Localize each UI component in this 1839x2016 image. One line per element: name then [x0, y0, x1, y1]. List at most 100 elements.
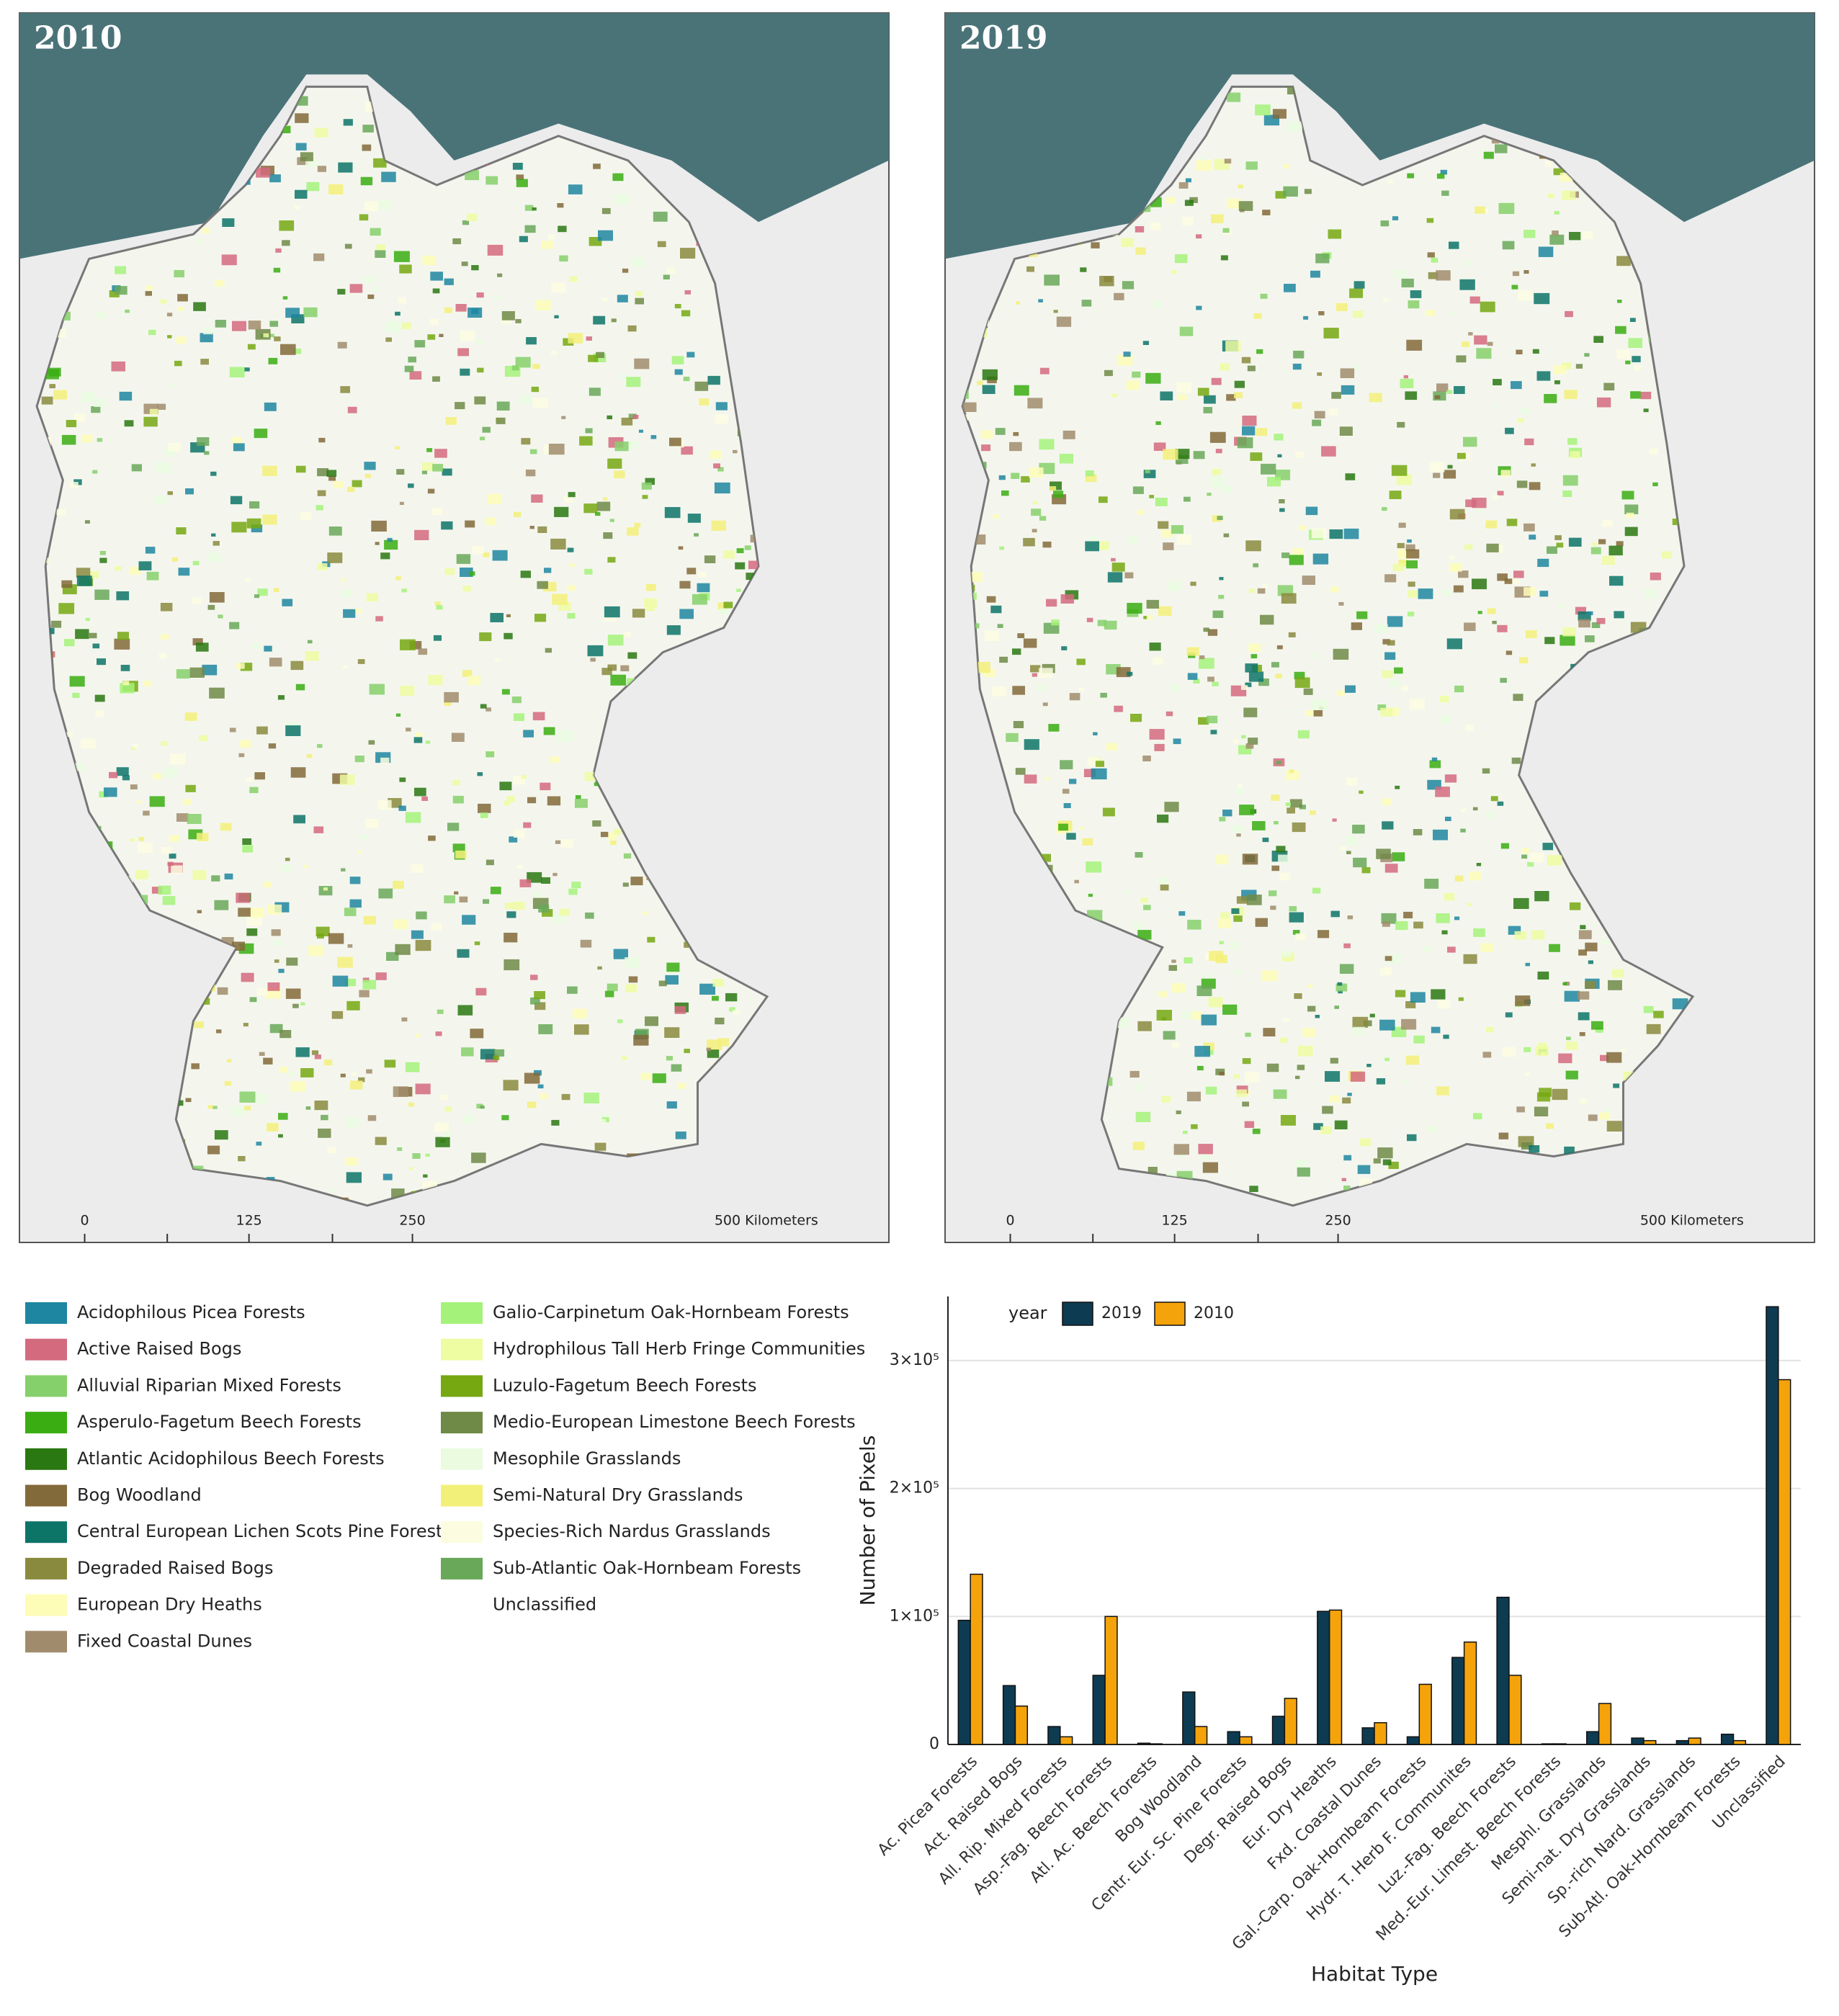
habitat-patch: [613, 949, 628, 959]
habitat-patch: [1248, 738, 1258, 745]
habitat-patch: [1165, 197, 1176, 204]
habitat-patch: [583, 503, 598, 514]
habitat-patch: [652, 1073, 666, 1083]
legend-swatch: [1154, 1302, 1186, 1326]
habitat-patch: [61, 434, 76, 445]
habitat-patch: [1604, 1108, 1611, 1113]
habitat-patch: [1056, 316, 1072, 327]
habitat-patch: [1142, 341, 1149, 345]
habitat-patch: [607, 635, 624, 646]
habitat-patch: [214, 900, 229, 910]
habitat-patch: [1558, 1053, 1572, 1064]
habitat-patch: [1078, 688, 1084, 691]
habitat-patch: [1260, 614, 1274, 625]
habitat-patch: [1340, 846, 1346, 851]
habitat-patch: [1562, 490, 1572, 497]
bar: [1643, 1739, 1657, 1745]
habitat-patch: [114, 638, 130, 650]
habitat-patch: [614, 442, 629, 452]
habitat-patch: [445, 417, 457, 425]
habitat-patch: [1338, 990, 1343, 994]
habitat-patch: [1331, 392, 1341, 399]
habitat-patch: [596, 501, 611, 511]
habitat-patch: [1132, 1142, 1145, 1150]
habitat-patch: [493, 1049, 505, 1057]
habitat-patch: [262, 514, 277, 525]
habitat-patch: [1418, 588, 1433, 599]
habitat-patch: [347, 944, 353, 948]
habitat-patch: [1527, 861, 1534, 867]
habitat-patch: [1516, 1106, 1525, 1113]
habitat-patch: [1606, 1052, 1622, 1063]
habitat-patch: [547, 796, 561, 806]
habitat-patch: [426, 448, 433, 452]
habitat-patch: [279, 1067, 288, 1073]
habitat-patch: [684, 290, 691, 295]
habitat-patch: [634, 522, 641, 528]
habitat-patch: [1349, 288, 1364, 298]
habitat-patch: [1341, 1178, 1346, 1181]
habitat-patch: [641, 482, 652, 490]
bar: [1586, 1731, 1600, 1745]
habitat-patch: [1383, 298, 1389, 303]
habitat-patch: [1472, 578, 1487, 590]
habitat-patch: [357, 851, 362, 854]
habitat-patch: [1268, 890, 1277, 897]
habitat-patch: [1427, 252, 1435, 258]
habitat-patch: [686, 568, 697, 575]
habitat-patch: [94, 398, 106, 407]
habitat-patch: [324, 1059, 333, 1066]
habitat-patch: [1218, 594, 1225, 599]
habitat-patch: [280, 864, 292, 873]
habitat-patch: [1241, 735, 1246, 739]
habitat-patch: [625, 957, 640, 969]
habitat-patch: [1104, 369, 1113, 377]
habitat-patch: [524, 1072, 540, 1084]
habitat-patch: [246, 777, 254, 782]
habitat-patch: [640, 1072, 651, 1080]
habitat-patch: [1521, 1142, 1532, 1150]
habitat-patch: [1449, 563, 1462, 572]
habitat-patch: [501, 689, 510, 695]
habitat-patch: [1343, 1155, 1352, 1161]
habitat-patch: [278, 1134, 283, 1138]
habitat-patch: [497, 273, 503, 277]
habitat-patch: [587, 645, 604, 657]
habitat-patch: [1093, 732, 1098, 735]
habitat-patch: [251, 524, 263, 533]
habitat-patch: [1249, 1186, 1258, 1192]
habitat-patch: [607, 664, 617, 671]
habitat-patch: [1446, 390, 1453, 394]
habitat-patch: [306, 182, 320, 192]
habitat-patch: [1137, 1021, 1152, 1031]
habitat-patch: [534, 991, 545, 1000]
habitat-patch: [1171, 525, 1184, 534]
habitat-patch: [1060, 594, 1074, 604]
habitat-patch: [247, 344, 256, 350]
habitat-patch: [1171, 270, 1178, 274]
habitat-patch: [1046, 599, 1057, 607]
habitat-patch: [1661, 551, 1673, 559]
habitat-patch: [1246, 895, 1262, 905]
habitat-patch: [1361, 867, 1371, 874]
habitat-patch: [1578, 1012, 1590, 1021]
habitat-patch: [1617, 300, 1622, 303]
habitat-patch: [421, 462, 435, 471]
habitat-patch: [1458, 570, 1469, 578]
habitat-patch: [423, 1174, 428, 1178]
habitat-patch: [486, 859, 494, 866]
habitat-patch: [1345, 685, 1356, 693]
habitat-patch: [148, 329, 156, 336]
habitat-patch: [81, 434, 93, 443]
habitat-patch: [408, 483, 414, 488]
scale-label: 0: [1006, 1213, 1014, 1229]
habitat-patch: [1608, 980, 1622, 990]
habitat-patch: [658, 980, 667, 987]
habitat-patch: [1625, 360, 1631, 364]
habitat-patch: [425, 740, 431, 744]
habitat-patch: [1603, 382, 1615, 391]
habitat-patch: [1334, 1005, 1339, 1009]
habitat-patch: [501, 1115, 509, 1121]
habitat-patch: [314, 1054, 321, 1059]
